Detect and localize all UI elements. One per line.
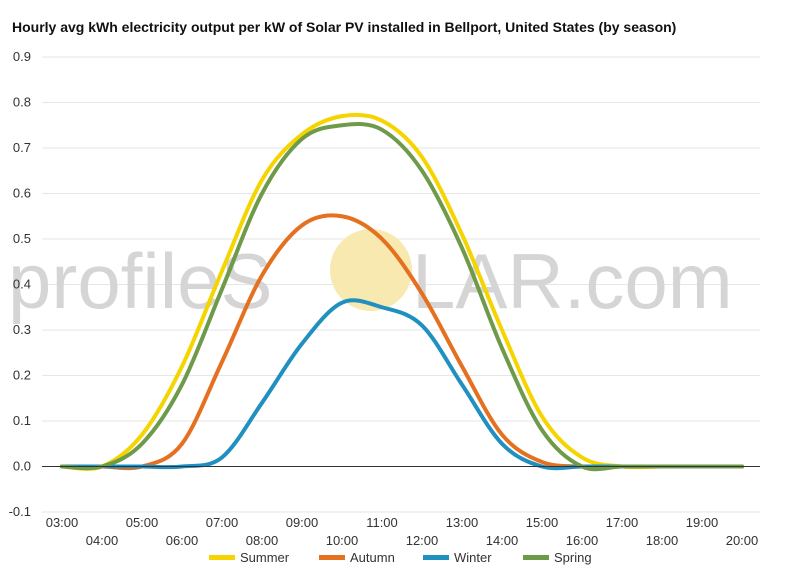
legend: Summer Autumn Winter Spring (209, 550, 592, 565)
x-tick-label: 03:00 (46, 515, 79, 530)
watermark: profileS LAR.com (8, 229, 733, 325)
y-tick-label: 0.1 (13, 413, 31, 428)
y-tick-label: 0.6 (13, 186, 31, 201)
legend-label-winter: Winter (454, 550, 492, 565)
x-tick-label: 17:00 (606, 515, 639, 530)
y-tick-label: 0.9 (13, 49, 31, 64)
x-tick-label: 19:00 (686, 515, 719, 530)
x-tick-label: 09:00 (286, 515, 319, 530)
y-tick-label: 0.5 (13, 231, 31, 246)
y-tick-label: 0.0 (13, 459, 31, 474)
legend-swatch-autumn (319, 555, 345, 560)
y-tick-label: 0.7 (13, 140, 31, 155)
watermark-text-right: LAR.com (412, 237, 733, 325)
watermark-sun-icon (330, 229, 412, 311)
x-tick-label: 15:00 (526, 515, 559, 530)
legend-swatch-spring (523, 555, 549, 560)
x-tick-label: 06:00 (166, 533, 199, 548)
x-axis-ticks: 03:00 04:00 05:00 06:00 07:00 08:00 09:00 10:00… (46, 515, 759, 548)
legend-label-spring: Spring (554, 550, 592, 565)
x-tick-label: 13:00 (446, 515, 479, 530)
y-tick-label: -0.1 (9, 504, 31, 519)
chart-title: Hourly avg kWh electricity output per kW… (12, 19, 677, 35)
x-tick-label: 05:00 (126, 515, 159, 530)
x-tick-label: 11:00 (366, 515, 398, 530)
legend-swatch-summer (209, 555, 235, 560)
series-line-winter (60, 298, 744, 471)
x-tick-label: 16:00 (566, 533, 599, 548)
x-tick-label: 07:00 (206, 515, 239, 530)
legend-label-autumn: Autumn (350, 550, 395, 565)
y-axis-ticks: -0.1 0.0 0.1 0.2 0.3 0.4 0.5 0.6 0.7 0.8 0.9 (9, 49, 31, 519)
x-tick-label: 08:00 (246, 533, 279, 548)
x-tick-label: 04:00 (86, 533, 119, 548)
y-tick-label: 0.2 (13, 368, 31, 383)
y-tick-label: 0.8 (13, 95, 31, 110)
x-tick-label: 18:00 (646, 533, 679, 548)
watermark-text-left: profileS (8, 237, 272, 325)
x-tick-label: 10:00 (326, 533, 359, 548)
y-tick-label: 0.4 (13, 277, 31, 292)
x-tick-label: 12:00 (406, 533, 439, 548)
gridlines (42, 56, 760, 513)
y-tick-label: 0.3 (13, 322, 31, 337)
legend-label-summer: Summer (240, 550, 290, 565)
x-tick-label: 20:00 (726, 533, 759, 548)
x-tick-label: 14:00 (486, 533, 519, 548)
legend-swatch-winter (423, 555, 449, 560)
